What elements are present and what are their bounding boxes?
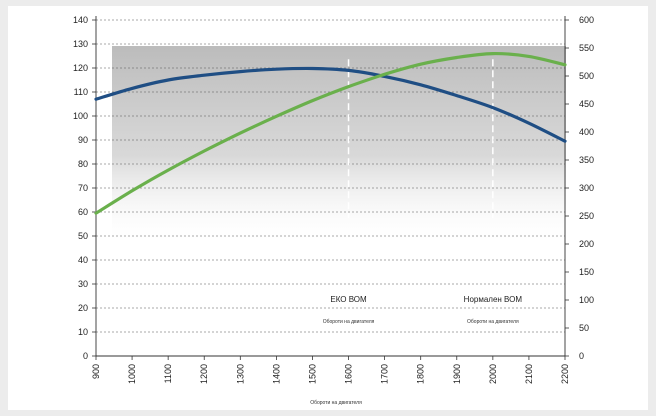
left-tick-label: 30 (78, 279, 88, 289)
right-tick-label: 400 (579, 127, 594, 137)
right-tick-label: 550 (579, 43, 594, 53)
right-tick-label: 0 (579, 351, 584, 361)
chart-svg: 0102030405060708090100110120130140050100… (73, 15, 594, 406)
left-tick-label: 70 (78, 183, 88, 193)
x-axis-title: Обороти на двигателя (310, 400, 362, 406)
x-tick-label: 1700 (380, 364, 390, 384)
shaded-region (112, 46, 566, 246)
power-line (94, 51, 567, 215)
torque-line (94, 66, 567, 143)
x-tick-label: 1100 (163, 364, 173, 383)
annotation-sublabel: Обороти на двигателя (467, 319, 519, 325)
left-tick-label: 80 (78, 159, 88, 169)
annotation-label: Нормален ВОМ (464, 295, 523, 304)
right-tick-label: 150 (579, 267, 594, 277)
x-tick-label: 2200 (560, 364, 570, 384)
left-tick-label: 0 (83, 351, 88, 361)
x-tick-label: 1000 (127, 364, 137, 384)
annotation-label: ЕКО ВОМ (330, 295, 367, 304)
right-tick-label: 600 (579, 15, 594, 25)
right-tick-label: 450 (579, 99, 594, 109)
x-tick-label: 1300 (235, 364, 245, 384)
x-tick-label: 1800 (416, 364, 426, 384)
right-tick-label: 200 (579, 239, 594, 249)
x-tick-label: 1900 (452, 364, 462, 384)
annotation-sublabel: Обороти на двигателя (323, 319, 375, 325)
left-tick-label: 100 (73, 111, 88, 121)
left-tick-label: 60 (78, 207, 88, 217)
x-tick-label: 2000 (488, 364, 498, 384)
right-tick-label: 250 (579, 211, 594, 221)
right-tick-label: 50 (579, 323, 589, 333)
left-tick-label: 90 (78, 135, 88, 145)
left-tick-label: 110 (74, 87, 88, 97)
x-tick-label: 1400 (271, 364, 281, 384)
left-tick-label: 50 (78, 231, 88, 241)
left-tick-label: 40 (78, 255, 88, 265)
left-tick-label: 120 (73, 63, 88, 73)
left-tick-label: 20 (78, 303, 88, 313)
chart-card: 0 10 20 30 40 50 60 70 80 90 100 110 120 130 140 0 50 100… (8, 6, 648, 410)
left-tick-label: 140 (73, 15, 88, 25)
left-tick-label: 130 (73, 39, 88, 49)
x-tick-label: 900 (91, 364, 101, 379)
right-tick-label: 300 (579, 183, 594, 193)
x-tick-label: 1600 (344, 364, 354, 384)
right-tick-label: 350 (579, 155, 594, 165)
x-tick-label: 1200 (199, 364, 209, 384)
x-tick-label: 1500 (307, 364, 317, 384)
x-tick-label: 2100 (524, 364, 534, 384)
left-tick-label: 10 (78, 327, 88, 337)
right-tick-label: 100 (579, 295, 594, 305)
right-tick-label: 500 (579, 71, 594, 81)
